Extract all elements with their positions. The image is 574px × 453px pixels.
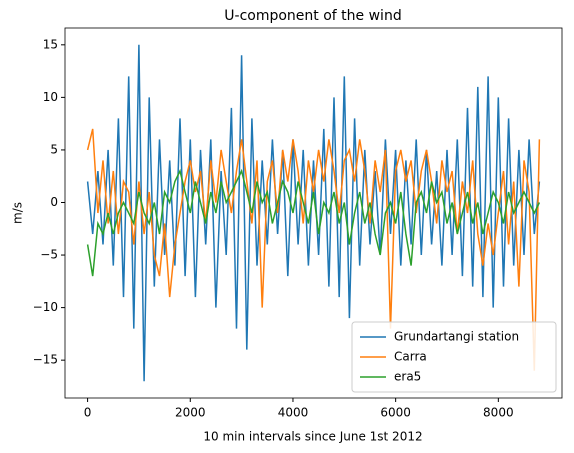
chart-title: U-component of the wind	[224, 8, 401, 24]
y-tick-label: 15	[43, 37, 58, 51]
legend-box	[351, 321, 557, 393]
series-line	[86, 168, 541, 277]
y-tick-label: 5	[50, 142, 58, 156]
legend-label: Grundartangi station	[394, 330, 519, 344]
x-tick-label: 8000	[483, 406, 514, 420]
y-tick-label: −5	[40, 248, 58, 262]
x-tick-label: 4000	[278, 406, 309, 420]
legend-label: Carra	[394, 350, 427, 364]
y-axis-label: m/s	[11, 202, 25, 224]
y-tick-label: −10	[33, 300, 58, 314]
x-tick-label: 2000	[175, 406, 206, 420]
series-line	[86, 44, 541, 382]
y-tick-label: 10	[43, 90, 58, 104]
x-tick-label: 0	[84, 406, 92, 420]
y-tick-label: 0	[50, 195, 58, 209]
legend-label: era5	[394, 370, 421, 384]
x-axis-label: 10 min intervals since June 1st 2012	[203, 430, 422, 444]
y-tick-label: −15	[33, 353, 58, 367]
x-tick-label: 6000	[380, 406, 411, 420]
plot-frame	[64, 27, 563, 399]
